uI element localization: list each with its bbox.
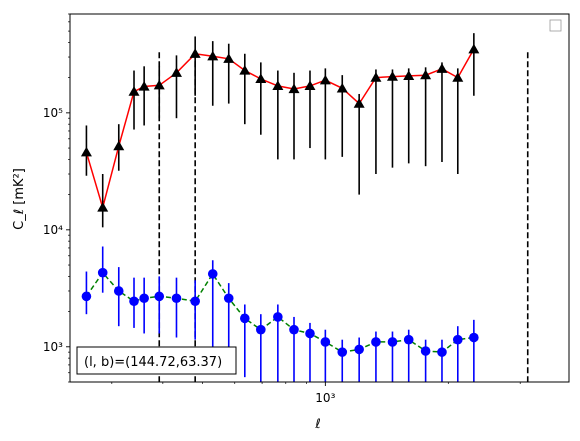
circle-marker <box>437 347 447 357</box>
circle-marker <box>113 286 124 296</box>
circle-marker <box>207 269 218 279</box>
circle-marker <box>469 332 479 343</box>
triangle-marker <box>319 74 331 85</box>
circle-marker <box>223 293 234 304</box>
triangle-marker <box>239 65 251 75</box>
circle-marker <box>305 328 315 339</box>
triangle-marker <box>153 79 165 90</box>
triangle-marker <box>207 50 219 61</box>
circle-marker <box>289 324 299 335</box>
triangle-marker <box>452 72 464 82</box>
triangle-marker <box>170 67 182 77</box>
circle-marker <box>273 312 283 322</box>
plot-layer <box>80 33 529 382</box>
circle-marker <box>129 296 139 307</box>
circle-marker <box>387 337 398 347</box>
circle-marker <box>190 296 200 307</box>
triangle-marker <box>353 98 365 108</box>
triangle-marker <box>336 82 348 93</box>
circle-marker <box>452 334 463 345</box>
y-tick-label-2: 10⁵ <box>43 106 63 120</box>
circle-marker <box>81 291 92 302</box>
triangle-marker <box>370 72 382 82</box>
circle-marker <box>154 291 165 302</box>
x-tick-label-0: 10³ <box>315 391 335 405</box>
triangle-marker <box>386 71 398 81</box>
circle-marker <box>171 293 182 304</box>
circle-marker <box>97 267 108 278</box>
circle-marker <box>256 324 266 335</box>
circle-marker <box>354 344 364 355</box>
triangle-marker <box>468 43 480 54</box>
triangle-marker <box>420 69 432 80</box>
annotation-text: (l, b)=(144.72,63.37) <box>84 355 222 370</box>
triangle-marker <box>80 146 92 157</box>
axis-layer: 10³ 10⁴ 10⁵ 10³ <box>43 13 521 405</box>
triangle-marker <box>272 80 284 91</box>
annotation-box <box>76 346 237 375</box>
plot-frame <box>69 13 570 383</box>
circle-marker <box>139 293 149 304</box>
triangle-marker <box>138 80 150 91</box>
circle-marker <box>337 347 348 357</box>
triangle-marker <box>113 140 125 151</box>
circle-marker <box>320 337 331 347</box>
triangle-marker <box>304 80 316 91</box>
triangle-marker <box>436 63 448 73</box>
triangle-marker <box>403 70 415 81</box>
triangle-marker <box>97 202 109 212</box>
triangle-marker <box>288 83 300 94</box>
y-tick-label-1: 10⁴ <box>43 223 63 237</box>
circle-marker <box>240 313 250 324</box>
triangle-marker <box>223 53 235 63</box>
y-tick-label-0: 10³ <box>43 340 63 354</box>
y-axis-label: C_ℓ [mK²] <box>12 168 27 230</box>
x-axis-label: ℓ <box>314 417 320 432</box>
circle-marker <box>420 346 431 356</box>
circle-marker <box>403 334 414 345</box>
triangle-marker <box>189 48 201 58</box>
legend-box <box>549 19 562 32</box>
triangle-marker <box>255 73 267 84</box>
triangle-marker <box>128 86 140 96</box>
circle-marker <box>371 337 381 347</box>
